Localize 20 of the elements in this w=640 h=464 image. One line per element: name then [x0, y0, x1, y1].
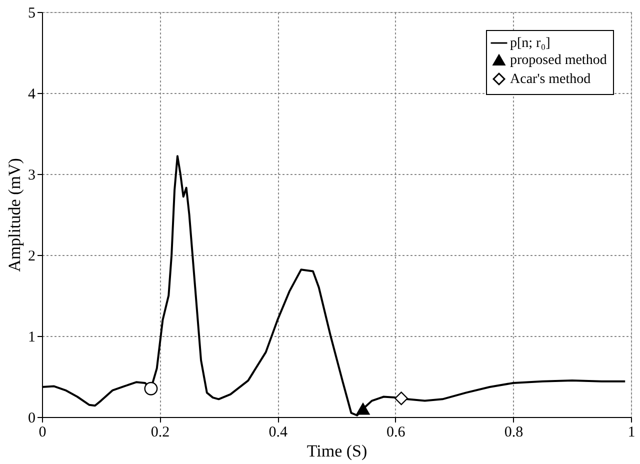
- y-tick-label: 3: [28, 168, 36, 184]
- x-tick-label: 0.4: [268, 424, 288, 440]
- y-axis-title: Amplitude (mV): [5, 158, 24, 272]
- x-tick-label: 0.6: [386, 424, 406, 440]
- y-tick-label: 4: [28, 86, 36, 102]
- x-axis-title: Time (S): [306, 442, 368, 460]
- point: [394, 392, 408, 406]
- point: [356, 402, 370, 415]
- legend-label: p[n; r₀]: [510, 36, 550, 51]
- x-tick-label: 1: [628, 424, 636, 440]
- y-tick-label: 1: [28, 330, 36, 346]
- y-tick-label: 0: [28, 410, 36, 426]
- legend-label: proposed method: [510, 53, 607, 68]
- x-tick-label: 0: [38, 424, 46, 440]
- y-tick-label: 2: [28, 248, 36, 264]
- legend-label: Acar's method: [510, 72, 591, 87]
- x-tick-label: 0.2: [150, 424, 170, 440]
- y-tick-label: 5: [28, 6, 36, 22]
- point: [144, 382, 158, 396]
- x-tick-label: 0.8: [504, 424, 524, 440]
